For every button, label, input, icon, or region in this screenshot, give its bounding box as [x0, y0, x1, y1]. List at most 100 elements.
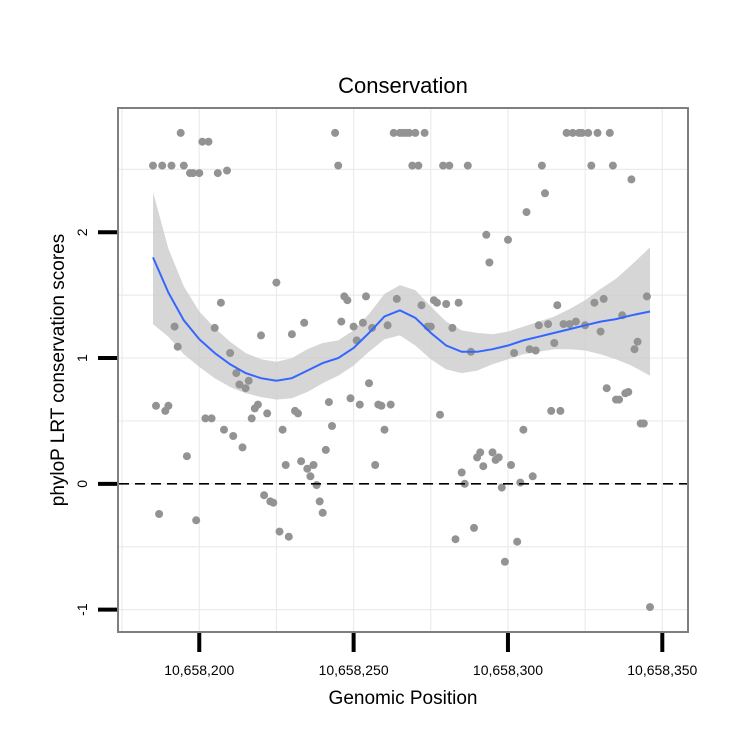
- scatter-point: [380, 425, 389, 434]
- scatter-point: [368, 323, 377, 332]
- scatter-point: [383, 321, 392, 330]
- scatter-point: [201, 414, 210, 423]
- scatter-point: [244, 376, 253, 385]
- scatter-point: [519, 425, 528, 434]
- scatter-point: [300, 318, 309, 327]
- scatter-point: [550, 339, 559, 347]
- scatter-point: [615, 395, 624, 404]
- scatter-point: [479, 462, 488, 471]
- scatter-point: [445, 161, 454, 170]
- scatter-point: [260, 491, 269, 500]
- smooth-line-layer: [152, 256, 651, 382]
- scatter-point: [562, 128, 571, 137]
- scatter-point: [463, 161, 472, 170]
- scatter-points-layer: [149, 128, 654, 612]
- scatter-point: [149, 161, 157, 170]
- scatter-point: [488, 448, 497, 457]
- scatter-point: [537, 161, 546, 170]
- y-axis-label: phyloP LRT conservation scores: [48, 234, 69, 507]
- scatter-point: [392, 294, 401, 303]
- y-tick-label: -1: [74, 603, 90, 616]
- scatter-point: [207, 414, 216, 423]
- scatter-point: [195, 169, 204, 178]
- scatter-point: [436, 410, 444, 419]
- scatter-point: [179, 161, 188, 170]
- scatter-point: [599, 294, 608, 303]
- scatter-point: [278, 425, 287, 434]
- scatter-point: [173, 342, 182, 351]
- scatter-point: [642, 292, 651, 301]
- y-tick-label: 2: [74, 228, 90, 236]
- scatter-point: [513, 537, 522, 546]
- scatter-point: [346, 394, 355, 403]
- scatter-point: [485, 258, 494, 267]
- scatter-point: [525, 345, 534, 354]
- x-axis: 10,658,200 10,658,250 10,658,300 10,658,350: [164, 633, 698, 678]
- scatter-point: [426, 322, 435, 331]
- scatter-point: [331, 128, 340, 137]
- scatter-point: [371, 461, 380, 469]
- scatter-point: [408, 161, 417, 170]
- scatter-point: [568, 128, 577, 137]
- scatter-point: [451, 535, 460, 544]
- scatter-point: [312, 481, 321, 490]
- scatter-point: [343, 296, 352, 305]
- scatter-point: [241, 384, 250, 393]
- scatter-point: [337, 317, 346, 326]
- scatter-point: [281, 461, 290, 469]
- scatter-point: [182, 452, 191, 461]
- scatter-point: [318, 508, 327, 517]
- scatter-point: [510, 349, 519, 357]
- scatter-point: [627, 175, 636, 184]
- x-tick-label: 10,658,200: [164, 662, 234, 678]
- scatter-point: [442, 300, 451, 308]
- scatter-point: [504, 235, 512, 244]
- scatter-point: [516, 478, 525, 487]
- scatter-point: [454, 298, 463, 307]
- scatter-point: [257, 331, 265, 340]
- scatter-point: [287, 330, 296, 339]
- x-tick-label: 10,658,250: [319, 662, 389, 678]
- scatter-point: [630, 345, 639, 354]
- scatter-point: [306, 472, 315, 481]
- scatter-point: [584, 128, 593, 137]
- scatter-point: [608, 161, 617, 170]
- scatter-point: [448, 323, 457, 332]
- scatter-point: [596, 327, 605, 336]
- scatter-point: [531, 346, 540, 355]
- scatter-point: [377, 401, 386, 410]
- scatter-point: [358, 318, 367, 327]
- scatter-point: [507, 461, 515, 469]
- scatter-point: [494, 453, 503, 462]
- y-axis: -1 0 1 2: [74, 228, 117, 616]
- x-tick-label: 10,658,350: [627, 662, 697, 678]
- scatter-point: [223, 166, 231, 175]
- scatter-point: [167, 161, 176, 170]
- scatter-point: [633, 337, 642, 346]
- confidence-ribbon-layer: [153, 192, 650, 400]
- scatter-point: [547, 406, 556, 415]
- scatter-point: [235, 380, 244, 389]
- scatter-point: [593, 128, 602, 137]
- y-tick-label: 1: [74, 354, 90, 362]
- scatter-point: [544, 320, 553, 329]
- scatter-point: [164, 401, 173, 410]
- scatter-point: [272, 278, 281, 287]
- smooth-line: [152, 256, 651, 382]
- scatter-point: [365, 379, 373, 388]
- scatter-point: [541, 189, 549, 198]
- scatter-point: [553, 301, 562, 310]
- scatter-point: [232, 369, 241, 378]
- scatter-point: [624, 388, 633, 396]
- scatter-point: [263, 409, 272, 418]
- scatter-point: [497, 483, 506, 492]
- scatter-point: [253, 400, 262, 409]
- scatter-point: [229, 432, 238, 440]
- scatter-point: [528, 472, 537, 481]
- scatter-point: [500, 557, 509, 566]
- scatter-point: [247, 414, 256, 423]
- scatter-point: [152, 401, 160, 410]
- scatter-point: [213, 169, 222, 178]
- scatter-point: [417, 301, 426, 310]
